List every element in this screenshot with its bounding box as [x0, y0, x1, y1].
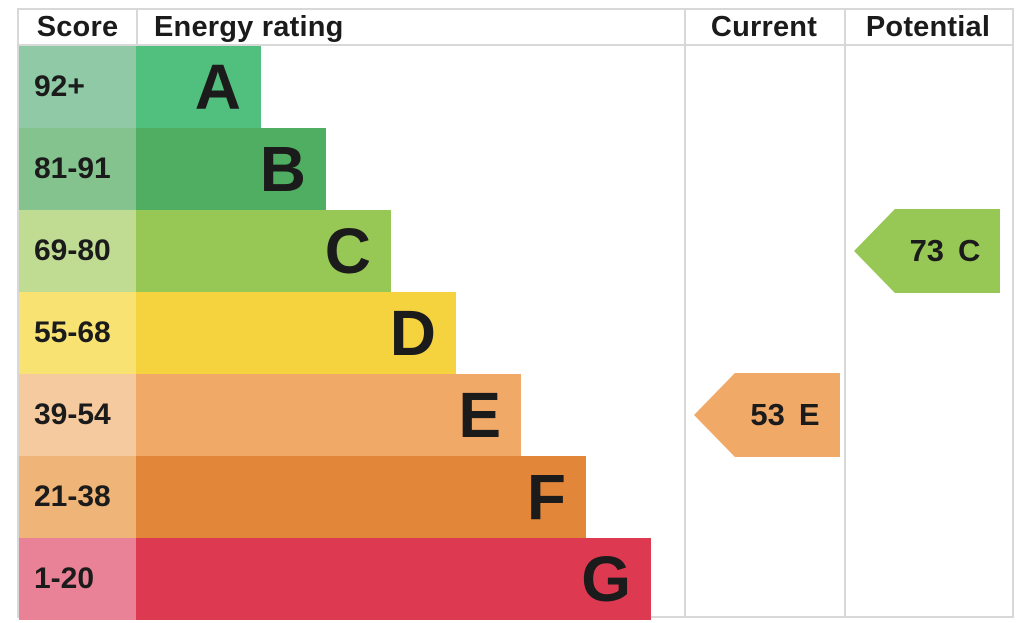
- epc-table: Score Energy rating Current Potential 92…: [17, 8, 1014, 620]
- band-row-d: 55-68 D: [19, 292, 651, 374]
- current-rating-letter: E: [798, 397, 820, 432]
- band-row-a: 92+ A: [19, 46, 651, 128]
- band-score-range-e: 39-54: [19, 374, 136, 456]
- header-score: Score: [36, 10, 119, 43]
- band-bar-f: F: [136, 456, 586, 538]
- band-bar-a: A: [136, 46, 261, 128]
- band-bar-b: B: [136, 128, 326, 210]
- potential-rating-letter: C: [958, 233, 981, 268]
- band-row-f: 21-38 F: [19, 456, 651, 538]
- band-score-range-a: 92+: [19, 46, 136, 128]
- band-bar-g: G: [136, 538, 651, 620]
- score-column-divider: [136, 10, 138, 44]
- current-column-divider: [684, 10, 686, 616]
- band-bar-c: C: [136, 210, 391, 292]
- rating-bands: 92+ A 81-91 B 69-80 C 55-68 D 39-54 E 21-38 F 1-20 G: [19, 46, 651, 620]
- potential-rating-arrow: 73 C: [854, 209, 1000, 293]
- header-energy-rating: Energy rating: [154, 10, 344, 43]
- current-score-value: 53: [750, 397, 785, 432]
- band-bar-e: E: [136, 374, 521, 456]
- band-score-range-b: 81-91: [19, 128, 136, 210]
- band-score-range-f: 21-38: [19, 456, 136, 538]
- header-potential: Potential: [865, 10, 991, 43]
- band-row-e: 39-54 E: [19, 374, 651, 456]
- band-bar-d: D: [136, 292, 456, 374]
- band-row-g: 1-20 G: [19, 538, 651, 620]
- epc-header-row: Score Energy rating Current Potential: [19, 10, 1012, 46]
- band-score-range-d: 55-68: [19, 292, 136, 374]
- band-score-range-g: 1-20: [19, 538, 136, 620]
- current-rating-arrow: 53 E: [694, 373, 840, 457]
- potential-column-divider: [844, 10, 846, 616]
- band-row-b: 81-91 B: [19, 128, 651, 210]
- header-current: Current: [710, 10, 818, 43]
- potential-score-value: 73: [909, 233, 945, 268]
- band-row-c: 69-80 C: [19, 210, 651, 292]
- band-score-range-c: 69-80: [19, 210, 136, 292]
